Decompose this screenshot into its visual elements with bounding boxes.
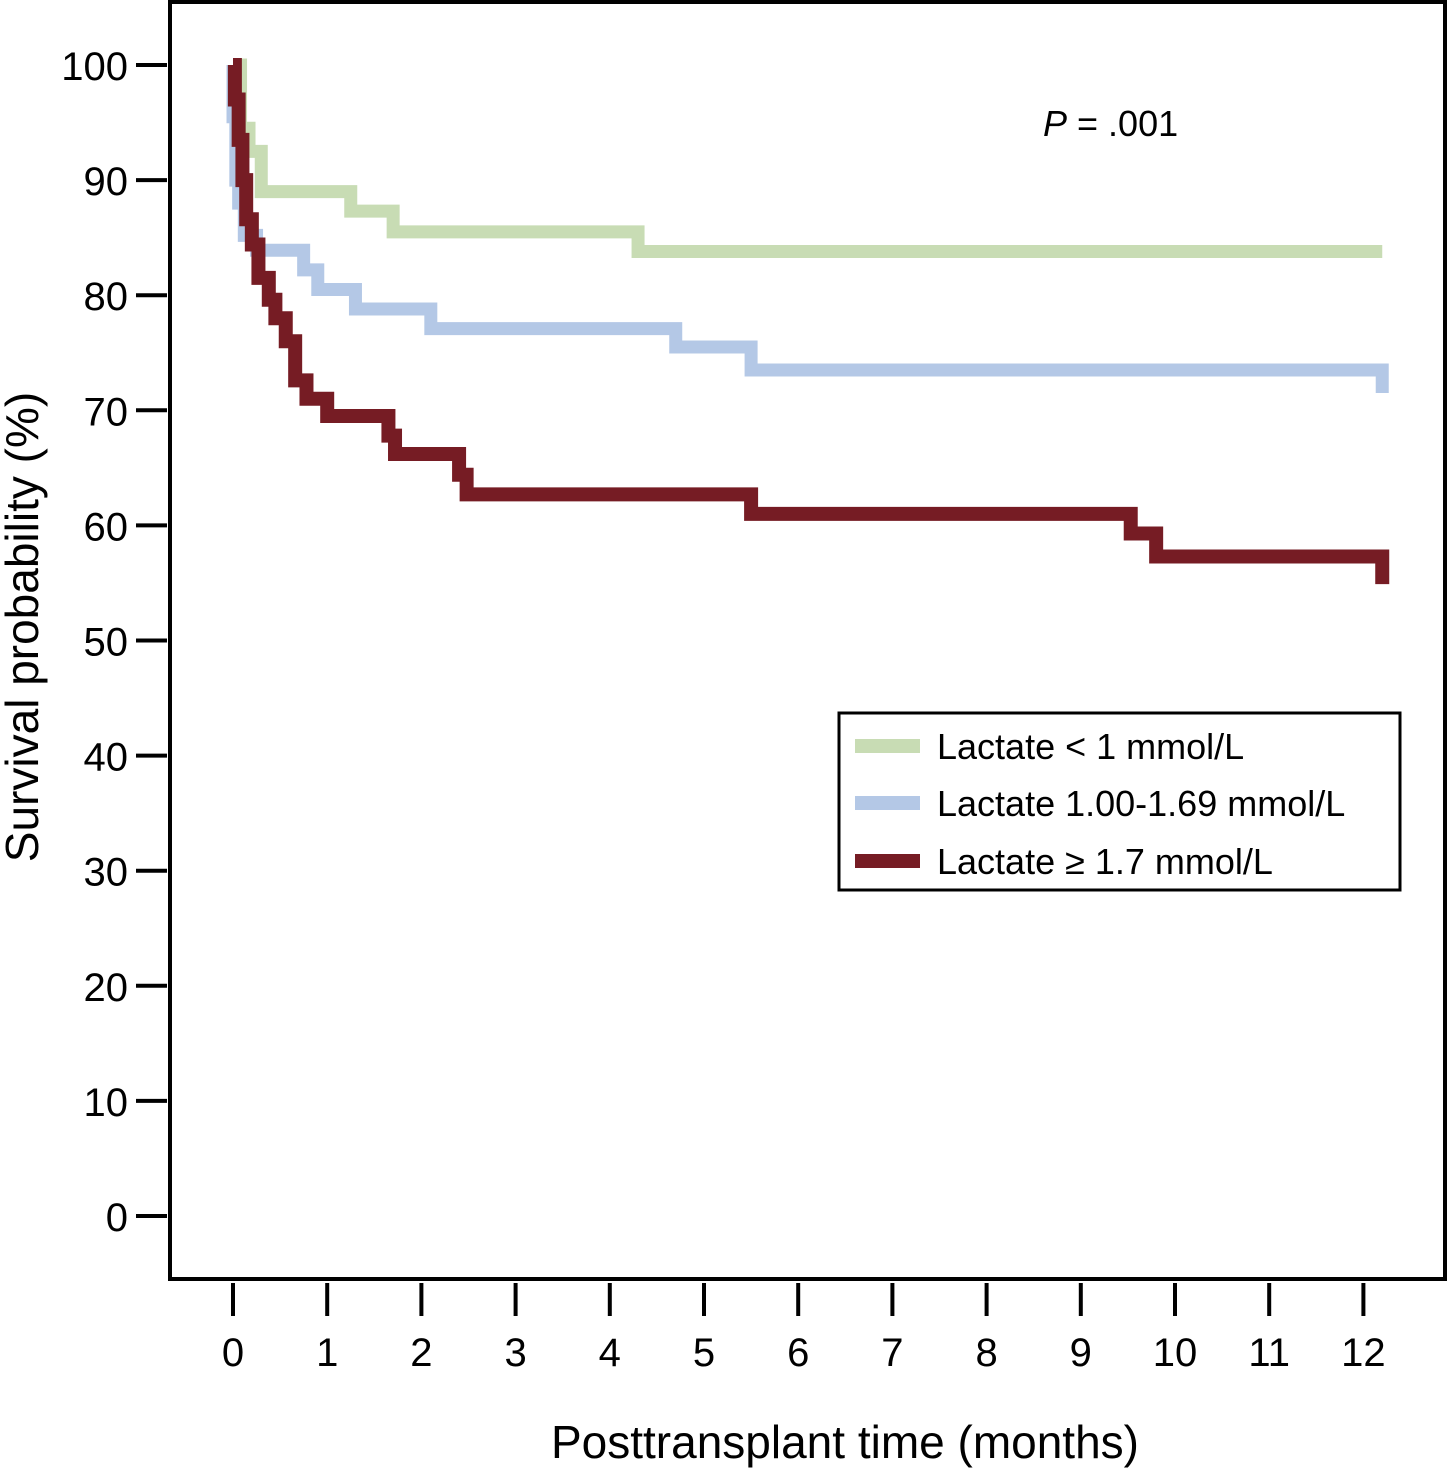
y-tick-label: 20 [84, 966, 129, 1010]
legend-label-lactate-low: Lactate < 1 mmol/L [937, 726, 1244, 767]
x-tick-label: 5 [693, 1331, 715, 1375]
x-axis-title: Posttransplant time (months) [551, 1416, 1139, 1468]
legend-box [837, 711, 1402, 892]
x-tick-label: 8 [975, 1331, 997, 1375]
x-tick-label: 6 [787, 1331, 809, 1375]
x-tick-label: 9 [1070, 1331, 1092, 1375]
legend-label-lactate-high: Lactate ≥ 1.7 mmol/L [937, 841, 1273, 882]
p-value-annotation: P = .001 [1043, 103, 1178, 144]
plot-frame [168, 0, 1447, 1281]
x-tick-label: 3 [504, 1331, 526, 1375]
p-value-symbol: P [1043, 103, 1067, 144]
p-value-text: = .001 [1067, 103, 1178, 144]
y-tick-label: 40 [84, 736, 129, 780]
x-tick-label: 2 [410, 1331, 432, 1375]
y-tick-label: 0 [106, 1196, 128, 1240]
y-axis-title: Survival probability (%) [0, 392, 48, 862]
legend: Lactate < 1 mmol/L Lactate 1.00-1.69 mmo… [837, 711, 1402, 892]
x-tick-label: 1 [316, 1331, 338, 1375]
y-tick-label: 50 [84, 621, 129, 665]
y-tick-label: 30 [84, 851, 129, 895]
x-tick-label: 12 [1341, 1331, 1386, 1375]
y-tick-label: 90 [84, 160, 129, 204]
x-axis: 0 1 2 3 4 5 6 7 8 9 10 11 12 [222, 1283, 1386, 1375]
legend-label-lactate-mid: Lactate 1.00-1.69 mmol/L [937, 783, 1345, 824]
y-tick-label: 80 [84, 275, 129, 319]
y-tick-label: 60 [84, 505, 129, 549]
y-axis: 0 10 20 30 40 50 60 70 80 90 100 [61, 45, 167, 1240]
x-tick-label: 4 [599, 1331, 621, 1375]
x-tick-label: 7 [881, 1331, 903, 1375]
y-tick-label: 70 [84, 390, 129, 434]
x-tick-label: 0 [222, 1331, 244, 1375]
y-tick-label: 10 [84, 1081, 129, 1125]
series-lactate-high [227, 58, 1390, 585]
x-tick-label: 11 [1248, 1331, 1290, 1375]
series-layer [226, 58, 1390, 585]
y-tick-label: 100 [61, 45, 128, 89]
x-tick-label: 10 [1153, 1331, 1198, 1375]
